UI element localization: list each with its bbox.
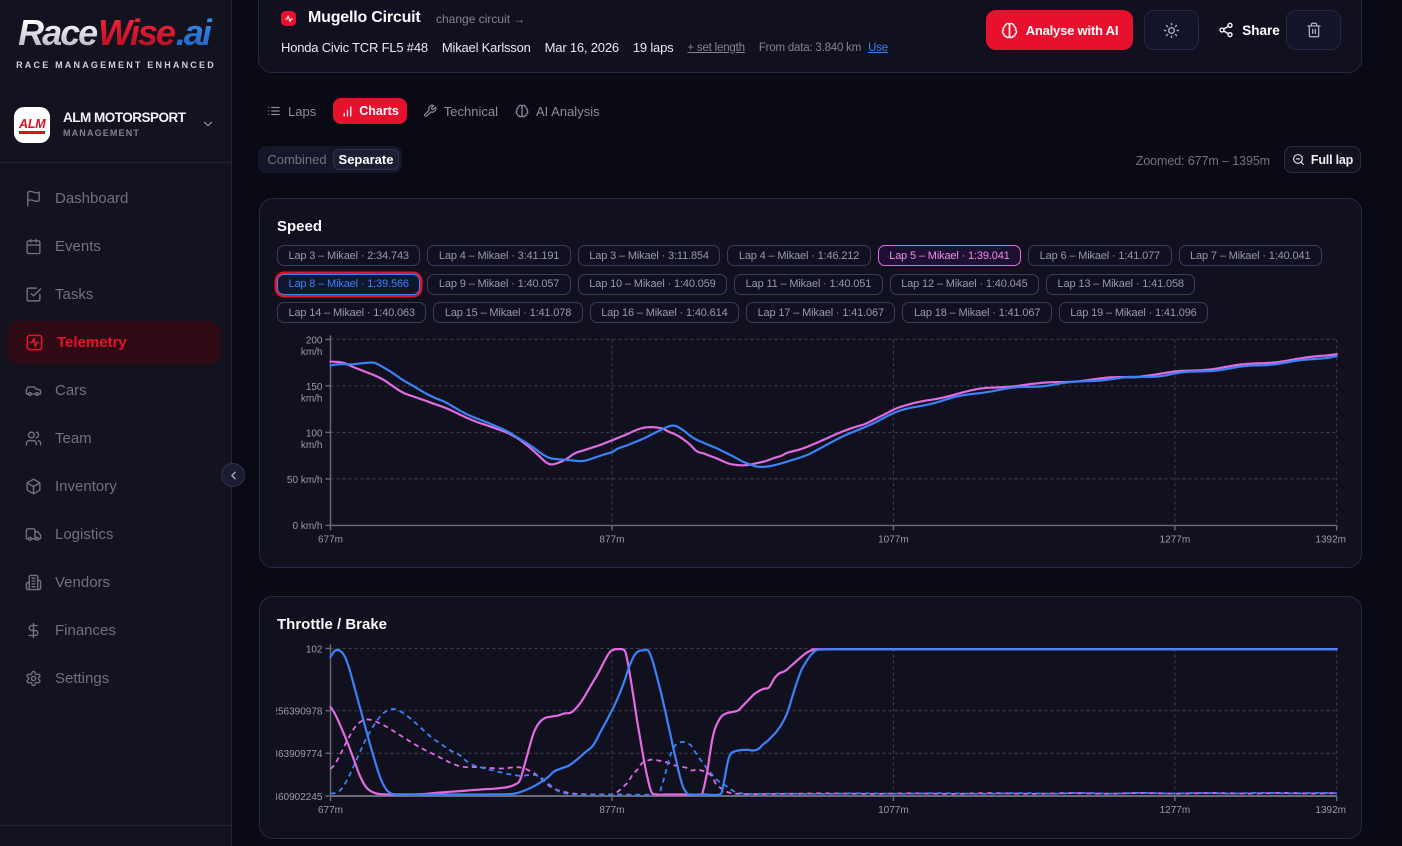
- svg-text:29.863909774: 29.863909774: [259, 749, 323, 760]
- svg-text:150: 150: [306, 382, 323, 393]
- svg-text:km/h: km/h: [301, 394, 323, 405]
- svg-text:1077m: 1077m: [878, 805, 909, 816]
- svg-text:877m: 877m: [599, 534, 624, 545]
- svg-text:1392m: 1392m: [1315, 534, 1346, 545]
- svg-text:677m: 677m: [318, 534, 343, 545]
- svg-text:50 km/h: 50 km/h: [287, 475, 323, 486]
- svg-text:59.256390978: 59.256390978: [259, 707, 323, 718]
- svg-text:km/h: km/h: [301, 347, 323, 358]
- svg-text:0 km/h: 0 km/h: [292, 521, 322, 532]
- svg-text:1077m: 1077m: [878, 534, 909, 545]
- svg-text:km/h: km/h: [301, 440, 323, 451]
- svg-text:677m: 677m: [318, 805, 343, 816]
- svg-text:0.460902245: 0.460902245: [264, 792, 323, 803]
- svg-text:200: 200: [306, 336, 323, 347]
- svg-text:1277m: 1277m: [1160, 534, 1191, 545]
- svg-text:877m: 877m: [599, 805, 624, 816]
- svg-text:100: 100: [306, 429, 323, 440]
- svg-text:1277m: 1277m: [1160, 805, 1191, 816]
- svg-text:1392m: 1392m: [1315, 805, 1346, 816]
- svg-text:102: 102: [306, 644, 323, 655]
